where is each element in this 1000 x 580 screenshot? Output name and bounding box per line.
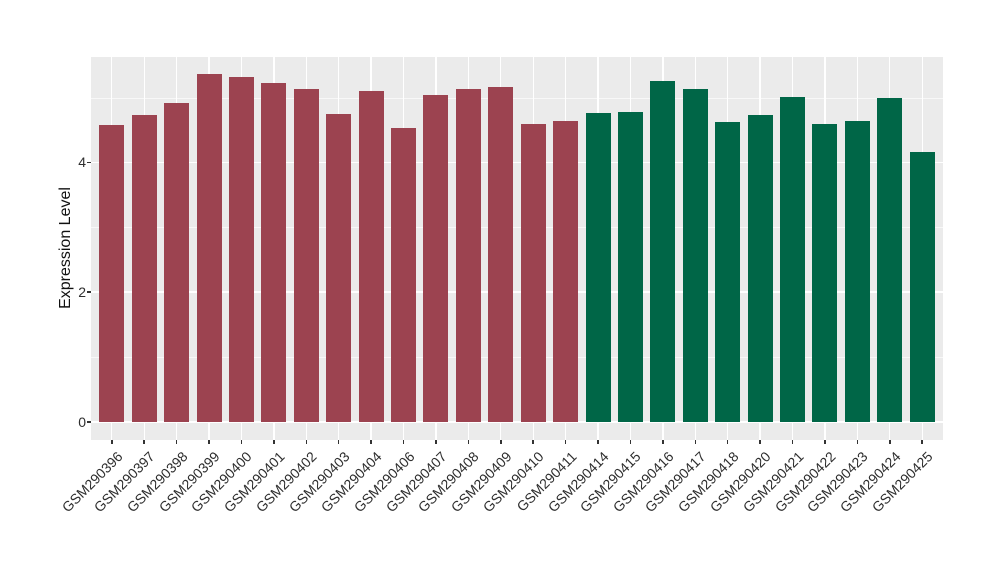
gridline-major-y0 xyxy=(91,421,943,423)
y-tick-label-4: 4 xyxy=(78,154,86,171)
x-tick-mark-GSM290421 xyxy=(791,440,794,444)
x-tick-mark-GSM290402 xyxy=(305,440,308,444)
y-tick-mark-0 xyxy=(87,421,91,423)
y-tick-mark-2 xyxy=(87,291,91,293)
bar-GSM290424 xyxy=(877,98,903,422)
x-tick-mark-GSM290418 xyxy=(726,440,729,444)
bar-GSM290423 xyxy=(844,120,870,422)
bar-GSM290415 xyxy=(617,111,643,422)
bar-GSM290403 xyxy=(326,113,352,422)
bar-GSM290400 xyxy=(228,76,254,422)
x-tick-mark-GSM290415 xyxy=(629,440,632,444)
bar-GSM290399 xyxy=(196,74,222,422)
y-tick-mark-4 xyxy=(87,161,91,164)
x-tick-mark-GSM290422 xyxy=(824,440,826,444)
bar-GSM290414 xyxy=(585,113,611,422)
bar-GSM290396 xyxy=(99,125,125,422)
bar-GSM290417 xyxy=(682,89,708,422)
x-tick-mark-GSM290425 xyxy=(921,440,923,444)
x-tick-mark-GSM290407 xyxy=(435,440,437,444)
bar-GSM290402 xyxy=(293,89,319,422)
x-tick-mark-GSM290403 xyxy=(337,440,340,444)
x-tick-mark-GSM290399 xyxy=(208,440,210,444)
bar-GSM290404 xyxy=(358,91,384,422)
bar-GSM290421 xyxy=(780,96,806,422)
x-tick-mark-GSM290411 xyxy=(564,440,567,444)
x-tick-mark-GSM290424 xyxy=(889,440,891,444)
gridline-minor-y3 xyxy=(91,227,943,229)
bar-GSM290398 xyxy=(164,102,190,422)
gridline-major-y4 xyxy=(91,161,943,164)
plot-panel xyxy=(91,57,943,440)
gridline-minor-y1 xyxy=(91,357,943,359)
x-tick-mark-GSM290401 xyxy=(273,440,275,444)
x-tick-mark-GSM290404 xyxy=(370,440,372,444)
x-tick-mark-GSM290406 xyxy=(402,440,405,444)
bar-GSM290397 xyxy=(131,115,157,422)
x-tick-mark-GSM290409 xyxy=(500,440,502,444)
x-tick-mark-GSM290410 xyxy=(532,440,534,444)
bar-GSM290406 xyxy=(391,128,417,422)
x-tick-mark-GSM290408 xyxy=(467,440,470,444)
x-tick-mark-GSM290398 xyxy=(175,440,178,444)
bar-GSM290411 xyxy=(553,120,579,422)
bar-GSM290425 xyxy=(909,152,935,422)
gridline-major-y2 xyxy=(91,291,943,293)
bar-GSM290407 xyxy=(423,94,449,422)
x-tick-mark-GSM290423 xyxy=(856,440,859,444)
bar-GSM290409 xyxy=(488,87,514,422)
y-tick-label-0: 0 xyxy=(78,414,86,430)
gridline-minor-y5 xyxy=(91,97,943,99)
bar-GSM290410 xyxy=(520,124,546,422)
x-tick-mark-GSM290414 xyxy=(597,440,599,444)
x-tick-mark-GSM290396 xyxy=(111,440,113,444)
bar-GSM290420 xyxy=(747,115,773,422)
bar-GSM290422 xyxy=(812,124,838,422)
y-tick-label-2: 2 xyxy=(78,284,86,301)
x-tick-mark-GSM290420 xyxy=(759,440,761,444)
bar-GSM290418 xyxy=(715,122,741,422)
x-tick-mark-GSM290417 xyxy=(694,440,697,444)
x-tick-mark-GSM290416 xyxy=(662,440,664,444)
x-tick-mark-GSM290400 xyxy=(240,440,243,444)
bar-GSM290416 xyxy=(650,81,676,422)
bar-GSM290408 xyxy=(455,89,481,422)
bar-GSM290401 xyxy=(261,83,287,422)
x-tick-mark-GSM290397 xyxy=(143,440,145,444)
